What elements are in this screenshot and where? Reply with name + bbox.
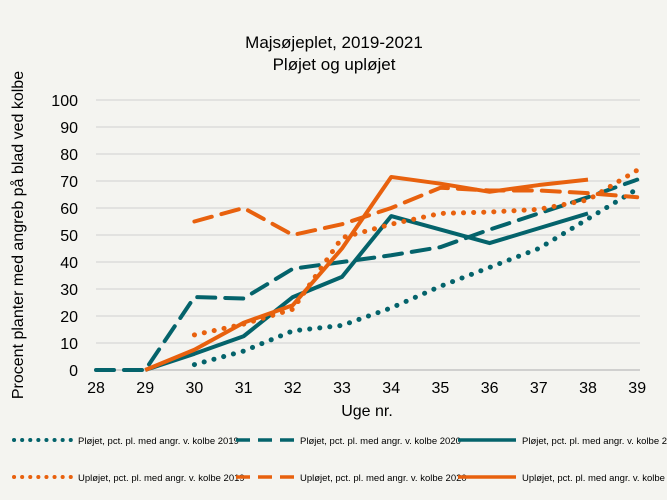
x-axis-label: Uge nr. [341, 403, 393, 420]
y-tick-label: 70 [60, 174, 78, 191]
series-line [144, 174, 589, 372]
x-tick-label: 32 [284, 380, 302, 397]
y-tick-label: 30 [60, 282, 78, 299]
chart-subtitle: Pløjet og upløjet [273, 55, 396, 74]
y-tick-label: 0 [69, 363, 78, 380]
x-tick-label: 39 [628, 380, 646, 397]
legend-label: Upløjet, pct. pl. med angr. v. kolbe 201… [78, 473, 245, 484]
series-line [191, 186, 640, 368]
legend-label: Pløjet, pct. pl. med angr. v. kolbe 2021 [522, 436, 667, 447]
legend-label: Upløjet, pct. pl. med angr. v. kolbe 202… [300, 473, 467, 484]
series-line [192, 185, 640, 238]
x-tick-label: 30 [186, 380, 204, 397]
legend-label: Pløjet, pct. pl. med angr. v. kolbe 2019 [78, 436, 239, 447]
x-tick-label: 31 [235, 380, 253, 397]
x-tick-label: 33 [333, 380, 351, 397]
y-axis-label: Procent planter med angreb på blad ved k… [9, 71, 27, 399]
legend-label: Pløjet, pct. pl. med angr. v. kolbe 2020 [300, 436, 461, 447]
y-tick-label: 80 [60, 147, 78, 164]
y-tick-label: 90 [60, 120, 78, 137]
x-tick-label: 28 [87, 380, 105, 397]
y-tick-label: 50 [60, 228, 78, 245]
y-tick-label: 20 [60, 309, 78, 326]
legend-label: Upløjet, pct. pl. med angr. v. kolbe 202… [522, 473, 667, 484]
x-tick-label: 34 [382, 380, 400, 397]
chart-title: Majsøjeplet, 2019-2021 [245, 33, 423, 52]
x-tick-label: 35 [432, 380, 450, 397]
series-line [144, 211, 589, 372]
x-tick-label: 37 [530, 380, 548, 397]
series-line [191, 167, 640, 338]
y-tick-label: 10 [60, 336, 78, 353]
series-line [94, 177, 640, 372]
x-tick-label: 36 [481, 380, 499, 397]
y-tick-label: 40 [60, 255, 78, 272]
x-tick-label: 38 [579, 380, 597, 397]
x-tick-label: 29 [136, 380, 154, 397]
y-tick-label: 100 [51, 93, 78, 110]
y-tick-label: 60 [60, 201, 78, 218]
